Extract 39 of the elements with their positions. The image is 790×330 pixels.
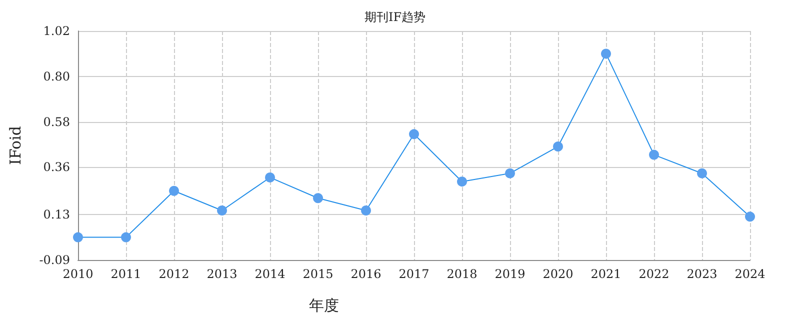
x-tick-label: 2017 bbox=[398, 267, 430, 281]
x-tick-label: 2019 bbox=[494, 267, 526, 281]
y-tick-label: 0.58 bbox=[43, 114, 70, 129]
chart-title: 期刊IF趋势 bbox=[364, 10, 426, 24]
x-tick-label: 2011 bbox=[110, 267, 142, 281]
y-tick-label: 0.13 bbox=[43, 208, 70, 222]
x-axis-title: 年度 bbox=[309, 296, 339, 314]
point bbox=[361, 205, 371, 216]
point bbox=[73, 232, 83, 242]
x-tick-label: 2016 bbox=[350, 267, 382, 281]
x-tick-label: 2024 bbox=[734, 267, 766, 281]
point bbox=[505, 168, 515, 178]
y-tick-label: 0.36 bbox=[43, 160, 70, 174]
point bbox=[601, 48, 611, 59]
point bbox=[649, 150, 659, 160]
point bbox=[553, 142, 563, 152]
x-tick-label: 2014 bbox=[254, 267, 286, 281]
x-tick-label: 2021 bbox=[590, 267, 622, 281]
y-axis-title: IFoid bbox=[6, 126, 24, 165]
point bbox=[409, 129, 419, 140]
point bbox=[265, 172, 275, 182]
x-tick-label: 2013 bbox=[206, 267, 238, 281]
point bbox=[169, 186, 179, 196]
x-tick-label: 2020 bbox=[542, 267, 574, 281]
point bbox=[121, 232, 131, 242]
x-tick-label: 2022 bbox=[638, 267, 670, 281]
x-tick-label: 2018 bbox=[446, 267, 478, 281]
y-tick-label: 1.02 bbox=[43, 24, 70, 38]
point bbox=[745, 212, 755, 222]
x-tick-label: 2010 bbox=[62, 267, 94, 281]
point bbox=[313, 193, 323, 204]
point bbox=[457, 176, 467, 187]
y-tick-label: -0.09 bbox=[39, 253, 70, 267]
point bbox=[217, 205, 227, 216]
x-tick-label: 2023 bbox=[686, 267, 718, 281]
x-tick-label: 2015 bbox=[302, 267, 334, 281]
y-tick-label: 0.80 bbox=[43, 69, 70, 84]
point bbox=[697, 168, 707, 178]
x-tick-label: 2012 bbox=[158, 267, 190, 281]
